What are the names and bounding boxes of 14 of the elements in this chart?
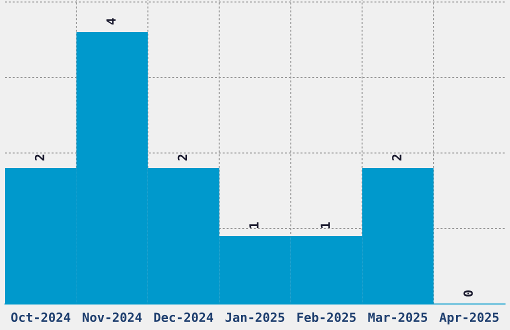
data-label: 2 [392,154,402,160]
x-tick-label: Dec-2024 [154,312,214,322]
x-tick-label: Nov-2024 [82,312,142,322]
x-tick-label: Feb-2025 [297,312,356,322]
data-label: 0 [463,290,473,296]
x-tick-label: Mar-2025 [368,312,428,322]
data-label: 1 [320,222,330,228]
x-tick-label: Jan-2025 [226,312,284,322]
x-tick-label: Oct-2024 [11,312,70,322]
data-label: 2 [178,154,188,160]
x-tick-label: Apr-2025 [439,312,499,324]
data-label: 1 [249,222,258,228]
data-label: 2 [34,154,44,160]
data-label: 4 [106,18,116,25]
